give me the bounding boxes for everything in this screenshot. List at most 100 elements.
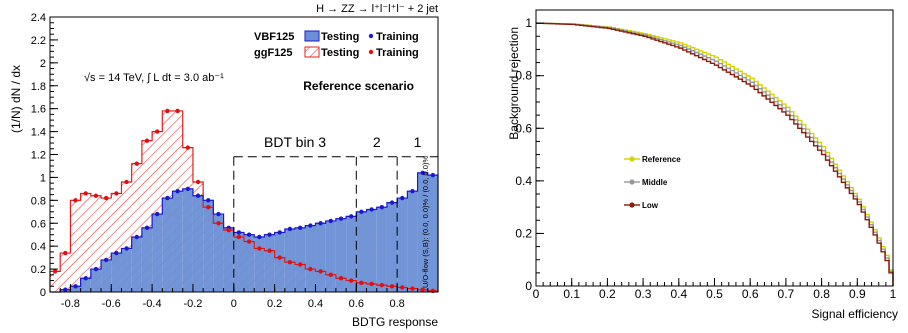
left-ytick-label-6: 1.2 xyxy=(31,150,46,162)
bar-ggF125-6 xyxy=(111,193,122,292)
bdt-bin-label-1: 1 xyxy=(414,134,422,150)
left-ytick-label-8: 1.6 xyxy=(31,104,46,116)
legend-ggf-marker xyxy=(368,49,374,55)
left-legend: VBF125 Testing Training ggF125 Testing T… xyxy=(254,30,419,59)
bar-ggF125-5 xyxy=(101,198,112,292)
left-xtick-label-6: 0.4 xyxy=(308,298,323,310)
bar-VBF125-28 xyxy=(335,218,347,292)
left-xtick-label-0: -0.8 xyxy=(61,298,80,310)
legend-vbf-training: Training xyxy=(376,31,419,43)
bar-VBF125-9 xyxy=(141,227,153,292)
roc-legend-marker-low xyxy=(629,202,635,208)
bar-VBF125-34 xyxy=(397,198,408,292)
bar-VBF125-22 xyxy=(274,232,285,292)
bar-VBF125-25 xyxy=(305,225,316,292)
left-ytick-label-12: 2.4 xyxy=(31,12,46,24)
left-xtick-label-7: 0.6 xyxy=(349,298,364,310)
right-ytick-label-2: 0.4 xyxy=(515,174,532,188)
left-ytick-label-10: 2 xyxy=(40,58,46,70)
roc-legend-label-low: Low xyxy=(642,201,659,210)
bar-VBF125-29 xyxy=(346,216,357,292)
right-ytick-label-3: 0.6 xyxy=(515,121,532,135)
left-xtick-label-2: -0.4 xyxy=(143,298,162,310)
right-ytick-label-5: 1 xyxy=(525,16,532,30)
legend-vbf-group: VBF125 xyxy=(254,31,294,43)
left-ytick-label-0: 0 xyxy=(40,287,46,299)
right-xtick-label-5: 0.5 xyxy=(706,287,723,301)
legend-ggf-swatch xyxy=(304,46,320,58)
right-ytick-label-0: 0 xyxy=(525,279,532,293)
energy-luminosity-label: √s = 14 TeV, ∫ L dt = 3.0 ab⁻¹ xyxy=(84,72,224,84)
right-x-axis-label: Signal efficiency xyxy=(812,307,899,321)
bar-VBF125-8 xyxy=(131,237,142,292)
bar-ggF125-7 xyxy=(121,182,132,292)
right-xtick-label-4: 0.4 xyxy=(670,287,687,301)
bar-ggF125-4 xyxy=(90,195,102,292)
left-ytick-label-4: 0.8 xyxy=(31,195,46,207)
left-ytick-label-9: 1.8 xyxy=(31,81,46,93)
roc-legend-marker-reference xyxy=(629,156,635,162)
bar-VBF125-21 xyxy=(264,234,275,292)
right-y-axis-label: Background rejection xyxy=(507,27,521,140)
left-xtick-label-8: 0.8 xyxy=(390,298,405,310)
left-xtick-label-4: 0 xyxy=(231,298,237,310)
right-xtick-label-9: 0.9 xyxy=(849,287,866,301)
bar-VBF125-17 xyxy=(223,227,234,292)
legend-ggf-training: Training xyxy=(376,47,419,59)
bar-VBF125-15 xyxy=(203,200,214,292)
roc-legend-label-reference: Reference xyxy=(642,155,681,164)
bar-VBF125-4 xyxy=(90,269,102,292)
bar-VBF125-37 xyxy=(427,175,438,292)
bar-VBF125-18 xyxy=(233,232,244,292)
process-header: H → ZZ → l⁺l⁻l⁺l⁻ + 2 jet xyxy=(316,3,438,15)
left-ytick-label-1: 0.2 xyxy=(31,264,46,276)
bar-VBF125-33 xyxy=(386,202,398,292)
bar-VBF125-32 xyxy=(376,207,387,292)
bar-VBF125-2 xyxy=(70,286,81,292)
right-xtick-label-7: 0.7 xyxy=(778,287,795,301)
left-y-axis-label: (1/N) dN / dx xyxy=(9,65,23,133)
bar-ggF125-3 xyxy=(80,193,91,292)
legend-ggf-testing: Testing xyxy=(321,47,359,59)
right-xtick-label-1: 0.1 xyxy=(563,287,580,301)
bar-VBF125-5 xyxy=(101,259,112,292)
roc-legend-label-middle: Middle xyxy=(642,178,668,187)
right-plot-frame xyxy=(535,9,894,287)
roc-panel: 0 0.1 0.2 0.3 0.4 0.5 0.6 0.7 0.8 0.9 1 0 0.2 0.4 0.6 0… xyxy=(507,9,899,321)
bar-ggF125-9 xyxy=(141,140,153,292)
bar-VBF125-30 xyxy=(356,211,367,292)
bar-VBF125-10 xyxy=(152,214,163,292)
bar-VBF125-36 xyxy=(417,172,428,292)
roc-curve-reference xyxy=(536,22,894,286)
right-xtick-label-3: 0.3 xyxy=(635,287,652,301)
bar-VBF125-31 xyxy=(366,209,377,292)
left-x-axis-label: BDTG response xyxy=(352,315,438,329)
bar-ggF125-2 xyxy=(70,200,81,292)
overflow-label: U/O-flow (S,B): (0.0, 0.0)% / (0.0, 0.0)… xyxy=(421,156,430,288)
left-xtick-label-3: -0.2 xyxy=(183,298,202,310)
legend-vbf-marker xyxy=(368,33,374,39)
roc-curve-middle xyxy=(536,22,894,286)
right-xtick-label-6: 0.6 xyxy=(742,287,759,301)
bdt-response-panel: BDT bin 3 2 1 -0.8 -0.6 -0.4 -0.2 0 0.2 0.4 0.6 0.… xyxy=(9,3,439,329)
left-xtick-label-1: -0.6 xyxy=(102,298,121,310)
bar-VBF125-27 xyxy=(325,220,336,292)
right-xtick-label-2: 0.2 xyxy=(599,287,616,301)
roc-legend-marker-middle xyxy=(629,179,635,185)
bar-VBF125-14 xyxy=(192,195,204,292)
roc-legend: Reference Middle Low xyxy=(624,155,681,210)
bar-VBF125-20 xyxy=(254,237,265,292)
scenario-label: Reference scenario xyxy=(303,79,414,93)
bdt-bin-label-3: BDT bin 3 xyxy=(264,134,326,150)
legend-vbf-swatch xyxy=(304,30,320,42)
left-xtick-label-5: 0.2 xyxy=(267,298,282,310)
bar-VBF125-16 xyxy=(213,214,224,292)
left-ytick-label-5: 1 xyxy=(40,172,46,184)
right-xtick-label-0: 0 xyxy=(533,287,540,301)
right-xtick-label-8: 0.8 xyxy=(813,287,830,301)
bar-VBF125-11 xyxy=(162,198,173,292)
bar-ggF125-10 xyxy=(152,131,163,292)
bar-VBF125-24 xyxy=(295,227,306,292)
bar-VBF125-26 xyxy=(315,223,326,292)
